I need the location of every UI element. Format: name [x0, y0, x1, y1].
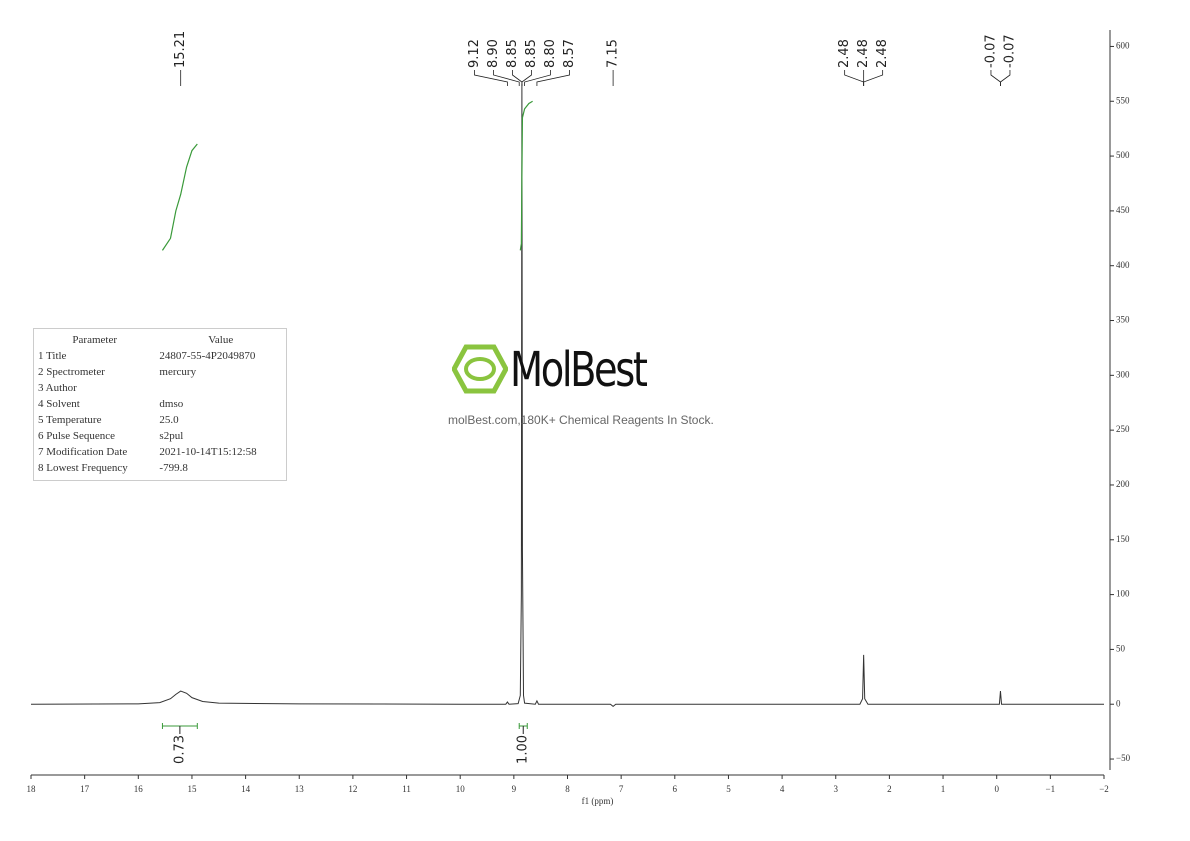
- peak-label: 15.21: [173, 31, 188, 68]
- table-row: 1 Title 24807-55-4P2049870: [34, 348, 286, 364]
- param-name: 3 Author: [38, 382, 77, 394]
- table: Parameter Value 1 Title 24807-55-4P204987…: [34, 332, 286, 476]
- y-tick-label: 450: [1116, 205, 1130, 215]
- peak-connector: [1000, 70, 1011, 86]
- param-value: 2021-10-14T15:12:58: [159, 446, 257, 458]
- param-name: 2 Spectrometer: [38, 366, 105, 378]
- x-tick-label: 8: [565, 784, 570, 794]
- table-row: 8 Lowest Frequency -799.8: [34, 460, 286, 476]
- peak-label: 8.85: [505, 39, 520, 68]
- peak-connector: [521, 70, 532, 86]
- param-value: s2pul: [159, 430, 184, 442]
- y-tick-label: 600: [1116, 41, 1130, 51]
- peak-connector: [990, 70, 1001, 86]
- peak-connector: [863, 70, 884, 86]
- x-tick-label: 14: [241, 784, 251, 794]
- peak-label: 2.48: [856, 39, 871, 68]
- tagline: molBest.com,180K+ Chemical Reagents In S…: [448, 413, 714, 427]
- peak-connector: [512, 70, 523, 86]
- x-tick-label: 12: [348, 784, 357, 794]
- table-header: Parameter: [72, 334, 117, 346]
- param-value: dmso: [159, 398, 184, 410]
- param-value: mercury: [159, 366, 197, 378]
- integral-label: 0.73: [172, 735, 187, 764]
- peak-label: -0.07: [1002, 34, 1017, 68]
- peak-label: 2.48: [837, 39, 852, 68]
- table-row: 3 Author: [34, 380, 286, 396]
- peak-label: 8.80: [543, 39, 558, 68]
- y-tick-label: 100: [1116, 589, 1130, 599]
- x-tick-label: 7: [619, 784, 624, 794]
- table-row: 4 Solvent dmso: [34, 396, 286, 412]
- y-tick-label: 500: [1116, 150, 1130, 160]
- x-tick-label: 17: [80, 784, 90, 794]
- y-tick-label: 50: [1116, 643, 1126, 653]
- peak-label: -0.07: [983, 34, 998, 68]
- y-tick-label: 200: [1116, 479, 1130, 489]
- spectrum-line: [30, 83, 1104, 708]
- peak-label: 2.48: [875, 39, 890, 68]
- x-tick-label: 3: [834, 784, 839, 794]
- x-tick-label: 13: [295, 784, 305, 794]
- x-axis-title: f1 (ppm): [582, 796, 614, 806]
- peak-label: 7.15: [606, 39, 621, 68]
- param-name: 1 Title: [38, 350, 67, 362]
- param-value: [155, 380, 286, 396]
- peak-connector: [536, 70, 570, 86]
- param-name: 6 Pulse Sequence: [38, 430, 115, 442]
- param-name: 7 Modification Date: [38, 446, 128, 458]
- brand: MolBest: [510, 342, 648, 398]
- peak-label: 8.85: [524, 39, 539, 68]
- table-row: 5 Temperature 25.0: [34, 412, 286, 428]
- x-tick-label: 5: [726, 784, 731, 794]
- param-value: 25.0: [159, 414, 179, 426]
- y-tick-label: 550: [1116, 95, 1130, 105]
- integral-curve: [161, 143, 198, 251]
- peak-label: 8.57: [562, 39, 577, 68]
- table-row: 6 Pulse Sequence s2pul: [34, 428, 286, 444]
- param-name: 8 Lowest Frequency: [38, 462, 128, 474]
- parameter-table: Parameter Value 1 Title 24807-55-4P204987…: [33, 328, 287, 481]
- x-tick-label: 1: [941, 784, 946, 794]
- peak-connector: [493, 70, 520, 86]
- peak-connector: [844, 70, 865, 86]
- table-row: 2 Spectrometer mercury: [34, 364, 286, 380]
- x-tick-label: 2: [887, 784, 892, 794]
- x-tick-label: −2: [1099, 784, 1109, 794]
- x-tick-label: 15: [187, 784, 197, 794]
- x-tick-label: 9: [512, 784, 517, 794]
- y-tick-label: 0: [1116, 698, 1121, 708]
- param-name: 4 Solvent: [38, 398, 80, 410]
- x-tick-label: 18: [27, 784, 37, 794]
- y-tick-label: 250: [1116, 424, 1130, 434]
- integral-label: 1.00: [516, 735, 531, 764]
- param-value: 24807-55-4P2049870: [159, 350, 256, 362]
- integral-curve: [519, 100, 533, 251]
- x-tick-label: 16: [134, 784, 144, 794]
- param-value: -799.8: [159, 462, 188, 474]
- x-tick-label: 6: [673, 784, 678, 794]
- y-tick-label: −50: [1116, 753, 1131, 763]
- y-tick-label: 300: [1116, 369, 1130, 379]
- x-tick-label: 10: [456, 784, 466, 794]
- y-tick-label: 150: [1116, 534, 1130, 544]
- table-row: 7 Modification Date 2021-10-14T15:12:58: [34, 444, 286, 460]
- y-tick-label: 350: [1116, 315, 1130, 325]
- peak-connector: [524, 70, 551, 86]
- logo: [452, 344, 508, 394]
- y-tick-label: 400: [1116, 260, 1130, 270]
- peak-label: 9.12: [467, 39, 482, 68]
- x-tick-label: 11: [402, 784, 411, 794]
- peak-connector: [474, 70, 508, 86]
- table-header: Value: [208, 334, 234, 346]
- param-name: 5 Temperature: [38, 414, 102, 426]
- peak-label: 8.90: [486, 39, 501, 68]
- x-tick-label: −1: [1046, 784, 1056, 794]
- x-tick-label: 0: [994, 784, 999, 794]
- x-tick-label: 4: [780, 784, 785, 794]
